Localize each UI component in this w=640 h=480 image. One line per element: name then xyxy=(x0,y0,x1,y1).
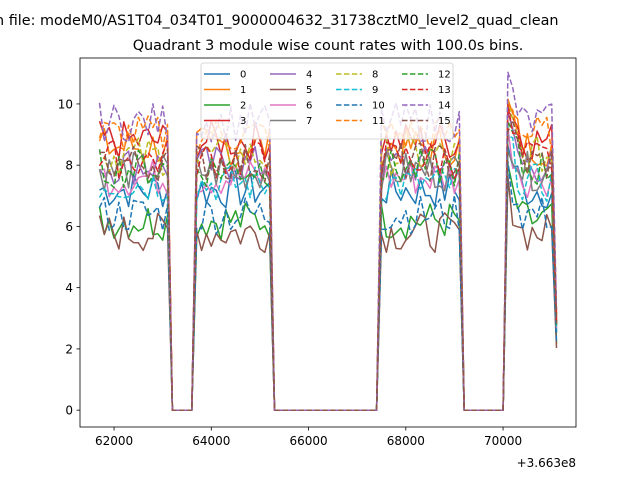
legend-label-7: 7 xyxy=(306,116,312,127)
legend-label-2: 2 xyxy=(240,101,246,112)
series-line-15 xyxy=(99,119,558,411)
x-tick-label: 66000 xyxy=(289,434,327,448)
legend-label-15: 15 xyxy=(438,116,451,127)
legend-label-3: 3 xyxy=(240,116,246,127)
figure-suptitle: n file: modeM0/AS1T04_034T01_9000004632_… xyxy=(0,13,559,29)
legend-label-5: 5 xyxy=(306,85,312,96)
y-tick-label: 6 xyxy=(65,220,73,234)
x-tick-label: 70000 xyxy=(484,434,522,448)
legend-label-0: 0 xyxy=(240,70,246,81)
legend-label-14: 14 xyxy=(438,101,451,112)
y-tick-label: 4 xyxy=(65,281,73,295)
x-tick-label: 64000 xyxy=(192,434,230,448)
y-tick-label: 8 xyxy=(65,159,73,173)
y-tick-label: 2 xyxy=(65,342,73,356)
y-tick-label: 10 xyxy=(58,97,73,111)
y-tick-label: 0 xyxy=(65,404,73,418)
legend-label-1: 1 xyxy=(240,85,246,96)
legend-label-10: 10 xyxy=(372,101,385,112)
axes-frame xyxy=(79,57,577,428)
legend-label-11: 11 xyxy=(372,116,385,127)
x-offset-label: +3.663e8 xyxy=(517,456,576,470)
legend-label-13: 13 xyxy=(438,85,451,96)
legend-label-8: 8 xyxy=(372,70,378,81)
legend-label-4: 4 xyxy=(306,70,312,81)
x-tick-label: 68000 xyxy=(387,434,425,448)
legend-label-6: 6 xyxy=(306,101,312,112)
legend-label-9: 9 xyxy=(372,85,378,96)
legend-label-12: 12 xyxy=(438,70,451,81)
legend-box xyxy=(200,62,454,140)
x-tick-label: 62000 xyxy=(95,434,133,448)
chart-title: Quadrant 3 module wise count rates with … xyxy=(133,38,524,54)
